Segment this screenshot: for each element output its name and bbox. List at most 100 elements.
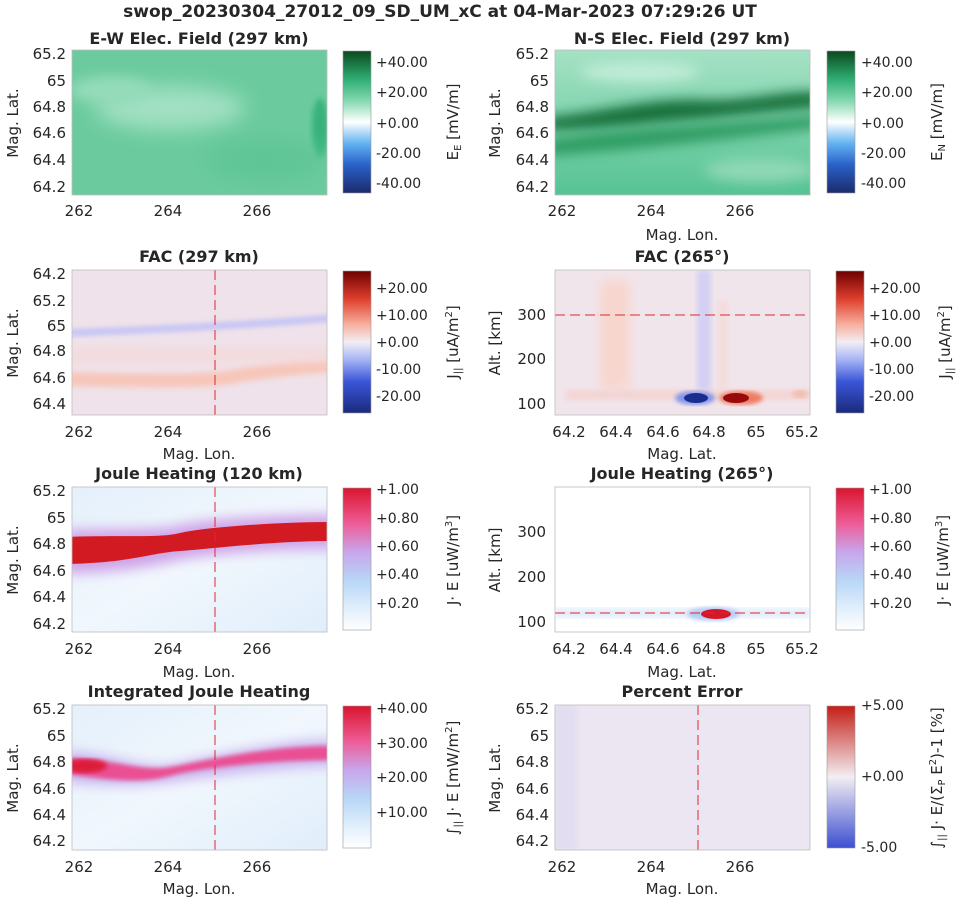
colorbar-tick: +0.20: [869, 596, 912, 612]
colorbar-label: EN [mV/m]: [928, 83, 948, 161]
x-tick: 264: [154, 202, 183, 220]
x-tick: 262: [548, 858, 577, 876]
colorbar-tick: +0.20: [376, 596, 419, 612]
y-tick: 64.6: [516, 124, 549, 142]
x-tick: 64.6: [646, 423, 679, 441]
x-tick: 266: [726, 202, 755, 220]
colorbar-tick: +0.60: [869, 539, 912, 555]
y-axis-label: Mag. Lat.: [4, 743, 22, 812]
colorbar-label: ∫|| J· E [mW/m2]: [444, 721, 464, 836]
colorbar-tick: +10.00: [376, 308, 428, 324]
y-tick: 300: [517, 306, 546, 324]
x-tick: 64.8: [692, 423, 725, 441]
y-tick: 64.4: [33, 806, 66, 824]
x-tick: 266: [243, 858, 272, 876]
colorbar-tick: +5.00: [861, 698, 904, 714]
y-axis-label: Alt. [km]: [486, 528, 504, 593]
colorbar-label: J· E [uW/m3]: [934, 515, 952, 606]
y-tick: 65: [47, 72, 66, 90]
colorbar-tick: +1.00: [376, 482, 419, 498]
y-axis-label: Mag. Lat.: [4, 308, 22, 377]
colorbar-label: J|| [uA/m2]: [444, 305, 464, 379]
colorbar: [342, 270, 372, 414]
y-tick: 65.2: [33, 700, 66, 718]
x-tick: 264: [154, 858, 183, 876]
y-tick: 100: [517, 613, 546, 631]
figure-title: swop_20230304_27012_09_SD_UM_xC at 04-Ma…: [123, 2, 757, 22]
y-tick: 64.6: [33, 562, 66, 580]
y-tick: 65.2: [516, 45, 549, 63]
colorbar-tick: -20.00: [861, 146, 906, 162]
y-tick: 64.4: [516, 151, 549, 169]
y-tick: 64.8: [33, 98, 66, 116]
x-tick: 262: [65, 423, 94, 441]
y-tick: 65: [47, 317, 66, 335]
panel-fac-map: FAC (297 km) 65.2 65 64.8 64.6 64.4 64.2…: [4, 247, 464, 463]
colorbar-tick: +40.00: [376, 701, 428, 717]
panel-title: Percent Error: [621, 682, 742, 701]
colorbar: [342, 50, 372, 194]
x-tick: 64.2: [552, 640, 585, 658]
x-tick: 65: [746, 640, 765, 658]
y-tick: 200: [517, 350, 546, 368]
y-tick: 64.6: [33, 369, 66, 387]
x-tick: 65.2: [785, 640, 818, 658]
colorbar-tick: +0.00: [861, 769, 904, 785]
x-tick: 266: [243, 202, 272, 220]
panel-percent-error: Percent Error 65.2 65 64.8 64.6 64.4 64.…: [486, 682, 948, 898]
jh-map-heatmap: [72, 487, 327, 632]
colorbar-tick: +20.00: [861, 85, 913, 101]
colorbar-tick: +0.40: [376, 567, 419, 583]
error-heatmap: [555, 705, 810, 850]
panel-fac-alt: FAC (265°) 100 200 300 64.2 64.4 64.6 64…: [486, 247, 956, 463]
x-tick: 262: [65, 202, 94, 220]
x-axis-label: Mag. Lat.: [647, 663, 716, 681]
colorbar: [835, 270, 865, 414]
y-tick: 65: [47, 727, 66, 745]
panel-title: Joule Heating (120 km): [94, 464, 303, 483]
x-tick: 64.8: [692, 640, 725, 658]
y-tick: 64.8: [516, 753, 549, 771]
x-tick: 264: [154, 423, 183, 441]
colorbar: [342, 487, 372, 631]
y-tick: 65.2: [33, 482, 66, 500]
x-tick: 266: [726, 858, 755, 876]
y-tick: 65: [47, 509, 66, 527]
colorbar-tick: +0.00: [376, 335, 419, 351]
y-tick: 64.4: [516, 806, 549, 824]
y-tick: 100: [517, 395, 546, 413]
panel-jh-alt: Joule Heating (265°) 100 200 300 64.2 64…: [486, 464, 952, 681]
colorbar: [826, 705, 856, 849]
x-tick: 65: [746, 423, 765, 441]
colorbar-tick: +0.60: [376, 539, 419, 555]
x-axis-label: Mag. Lon.: [163, 445, 236, 463]
ns-heatmap: [555, 50, 810, 195]
colorbar-label: J· E [uW/m3]: [444, 515, 462, 606]
x-axis-label: Mag. Lon.: [163, 663, 236, 681]
ijh-heatmap: [72, 705, 327, 850]
fac-map-heatmap: [72, 270, 327, 415]
colorbar-tick: +0.40: [869, 567, 912, 583]
colorbar-label: J|| [uA/m2]: [936, 305, 956, 379]
y-tick: 64.8: [516, 98, 549, 116]
y-tick: 64.6: [33, 124, 66, 142]
x-tick: 264: [637, 858, 666, 876]
y-tick: 65.2: [33, 292, 66, 310]
y-tick: 64.2: [33, 178, 66, 196]
colorbar-tick: +20.00: [376, 85, 428, 101]
y-tick: 65.2: [33, 45, 66, 63]
x-tick: 266: [243, 423, 272, 441]
x-tick: 64.2: [552, 423, 585, 441]
x-tick: 262: [65, 640, 94, 658]
colorbar-tick: +0.00: [376, 116, 419, 132]
colorbar: [342, 705, 372, 849]
panel-title: E-W Elec. Field (297 km): [89, 29, 308, 48]
x-tick: 264: [637, 202, 666, 220]
colorbar-tick: +20.00: [376, 281, 428, 297]
colorbar-tick: +20.00: [869, 281, 921, 297]
jh-alt-heatmap: [555, 487, 810, 632]
panel-title: FAC (297 km): [139, 247, 259, 266]
y-axis-label: Mag. Lat.: [4, 525, 22, 594]
x-axis-label: Mag. Lon.: [646, 226, 719, 244]
